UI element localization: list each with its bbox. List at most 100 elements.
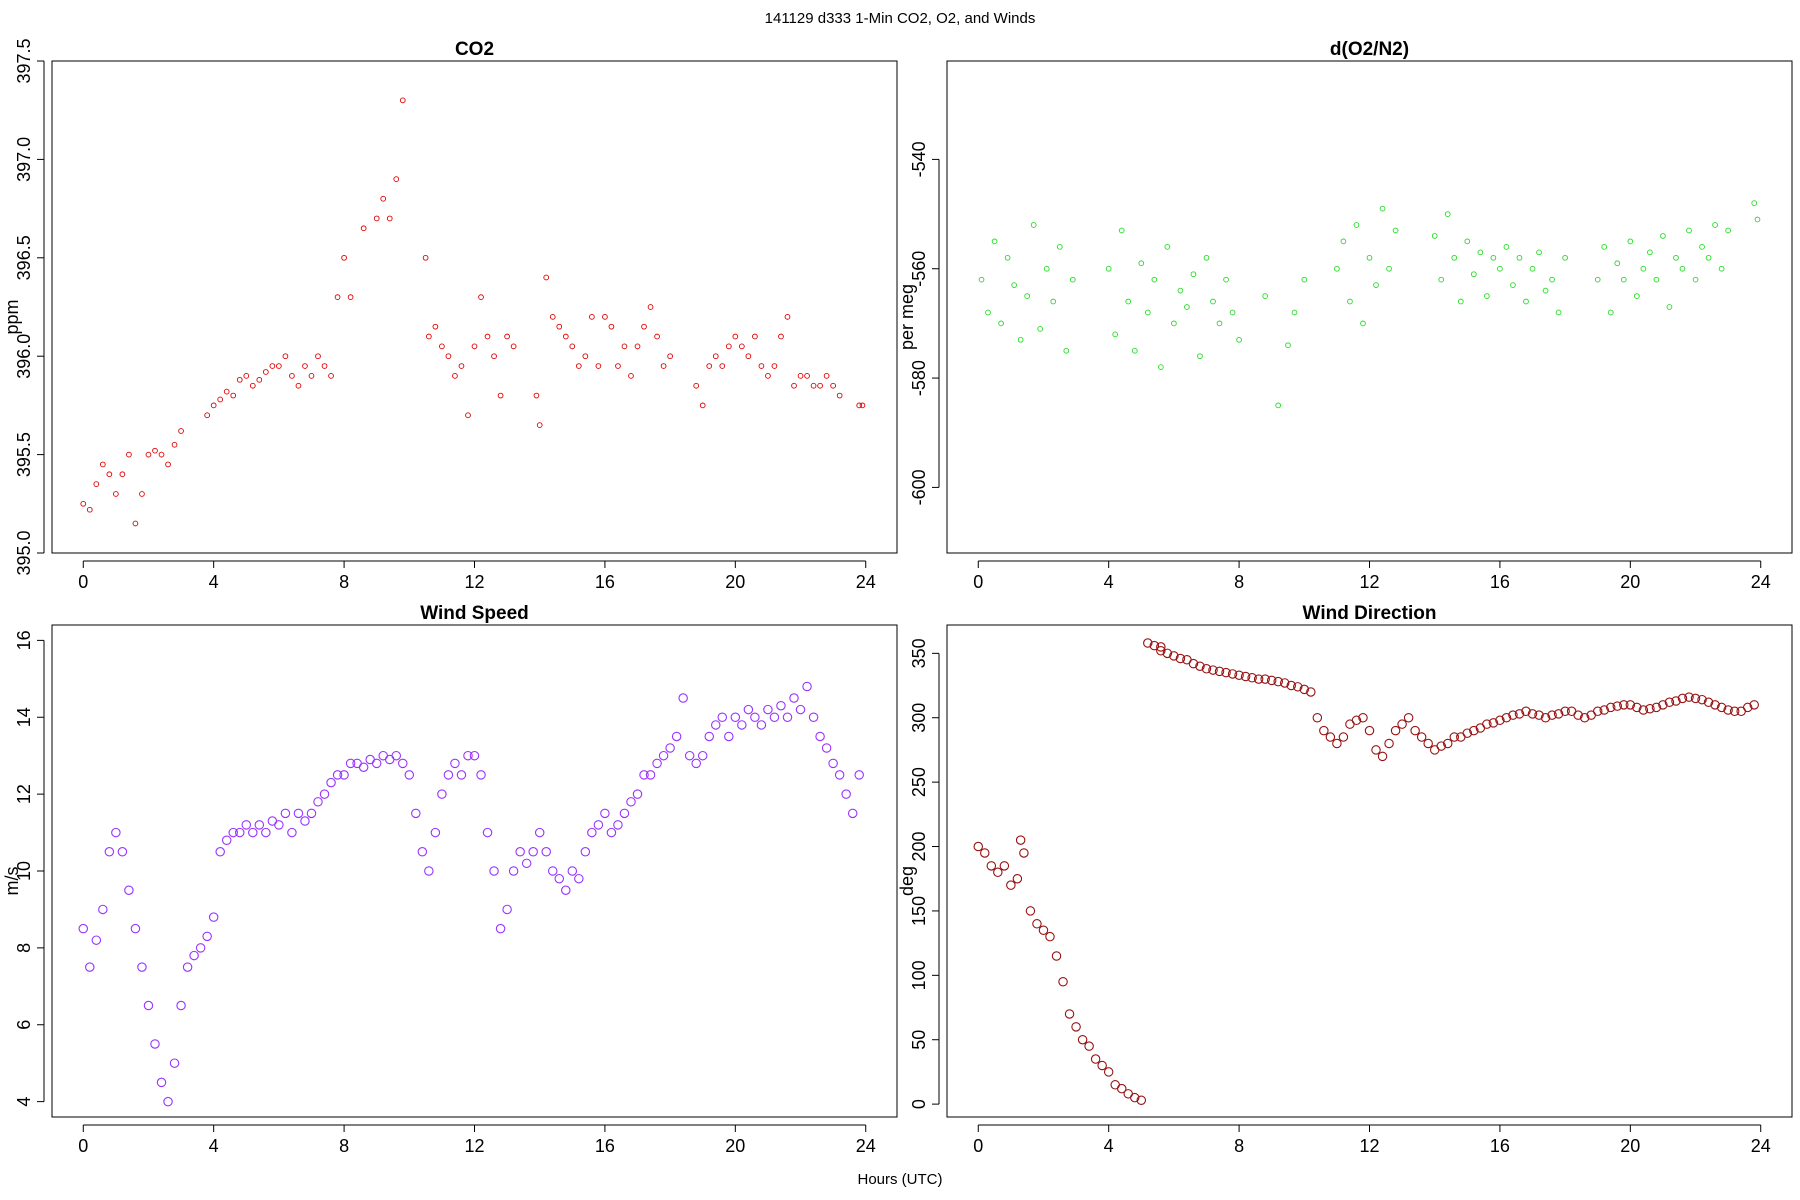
wind_direction-point bbox=[1358, 712, 1368, 723]
co2-point bbox=[386, 215, 393, 222]
wind_direction-point bbox=[1032, 919, 1042, 929]
co2-point bbox=[165, 461, 171, 468]
co2-point bbox=[230, 392, 237, 399]
wind_direction-point bbox=[1064, 1009, 1075, 1019]
wind_direction-point bbox=[1038, 925, 1049, 935]
wind_direction-point bbox=[1221, 667, 1231, 678]
wind_speed-point bbox=[85, 962, 95, 972]
o2-point bbox=[1627, 238, 1634, 245]
wind_direction-point bbox=[1116, 1083, 1127, 1094]
wind_speed-x-tick-label: 8 bbox=[339, 1136, 349, 1156]
o2-x-tick-label: 24 bbox=[1751, 572, 1771, 592]
co2-point bbox=[791, 382, 797, 389]
wind_direction-point bbox=[1130, 1092, 1140, 1103]
wind_speed-point bbox=[404, 770, 415, 780]
co2-point bbox=[106, 471, 113, 478]
wind_direction-point bbox=[1449, 732, 1460, 742]
co2-point bbox=[533, 392, 540, 399]
wind_speed-point bbox=[293, 808, 304, 819]
o2-point bbox=[1516, 254, 1523, 261]
co2-point bbox=[308, 373, 315, 379]
co2-point bbox=[660, 363, 667, 369]
wind_speed-point bbox=[750, 712, 760, 722]
co2-point bbox=[243, 373, 250, 379]
wind_speed-point bbox=[235, 827, 245, 838]
wind_speed-point bbox=[91, 935, 102, 945]
wind_direction-point bbox=[1488, 718, 1499, 728]
wind_direction-point bbox=[1599, 705, 1609, 715]
wind_speed-point bbox=[554, 873, 565, 884]
co2-point bbox=[569, 343, 576, 350]
wind_speed-point bbox=[358, 762, 369, 772]
co2-point bbox=[575, 363, 582, 369]
wind_direction-point bbox=[1592, 706, 1603, 717]
co2-point bbox=[328, 373, 334, 379]
wind_direction-point bbox=[1058, 977, 1068, 987]
wind_direction-point bbox=[1019, 848, 1029, 858]
o2-point bbox=[1177, 287, 1184, 294]
wind_direction-y-tick-label: 350 bbox=[909, 638, 929, 668]
o2-point bbox=[1725, 227, 1731, 234]
o2-point bbox=[1660, 233, 1666, 239]
o2-point bbox=[1291, 309, 1298, 316]
o2-point bbox=[1620, 276, 1627, 283]
wind_direction-point bbox=[1638, 705, 1649, 715]
o2-point bbox=[1594, 276, 1601, 283]
o2-point bbox=[1379, 205, 1386, 212]
wind_direction-point bbox=[1482, 719, 1492, 729]
co2-point bbox=[589, 313, 595, 320]
wind_direction-point bbox=[1006, 880, 1016, 890]
co2-point bbox=[654, 333, 660, 340]
wind_speed-point bbox=[711, 720, 721, 730]
co2-point bbox=[249, 382, 256, 389]
wind_speed-point bbox=[776, 700, 786, 711]
wind_speed-point bbox=[632, 789, 643, 799]
co2-point bbox=[634, 343, 641, 350]
o2-y-tick-label: -600 bbox=[909, 469, 929, 505]
wind_direction-point bbox=[1299, 684, 1310, 695]
co2-point bbox=[145, 451, 152, 458]
wind_speed-point bbox=[802, 681, 812, 692]
wind_speed-points bbox=[78, 681, 864, 1107]
o2-point bbox=[1536, 249, 1542, 256]
wind_direction-y-tick-label: 300 bbox=[909, 703, 929, 733]
co2-point bbox=[99, 461, 106, 468]
wind_direction-point bbox=[1690, 693, 1701, 704]
co2-point bbox=[804, 373, 810, 379]
wind_speed-x-tick-label: 16 bbox=[595, 1136, 615, 1156]
wind_speed-point bbox=[619, 808, 630, 819]
wind_direction-x-tick-label: 24 bbox=[1751, 1136, 1771, 1156]
o2-point bbox=[1555, 309, 1562, 316]
co2-point bbox=[556, 323, 563, 330]
wind_direction-point bbox=[1397, 719, 1407, 729]
figure-title: 141129 d333 1-Min CO2, O2, and Winds bbox=[765, 10, 1036, 27]
o2-point bbox=[1712, 222, 1718, 228]
o2-point bbox=[978, 276, 985, 283]
co2-point bbox=[302, 363, 308, 369]
wind_direction-point bbox=[980, 848, 990, 858]
co2-point bbox=[712, 353, 719, 360]
wind_direction-point bbox=[1677, 693, 1688, 704]
o2-point bbox=[1275, 402, 1282, 409]
wind_speed-point bbox=[737, 720, 747, 730]
wind_direction-y-tick-label: 50 bbox=[909, 1030, 929, 1050]
co2-point bbox=[615, 363, 621, 369]
wind_speed-point bbox=[182, 962, 193, 972]
co2-y-tick-label: 396.5 bbox=[14, 235, 34, 280]
wind_speed-point bbox=[743, 704, 754, 715]
wind_direction-point bbox=[1045, 931, 1055, 942]
wind_direction-point bbox=[1279, 678, 1290, 688]
co2-point bbox=[210, 402, 217, 409]
co2-y-tick-label: 397.0 bbox=[14, 137, 34, 182]
wind_direction-point bbox=[1188, 658, 1199, 669]
o2-point bbox=[1011, 282, 1017, 288]
co2-x-tick-label: 20 bbox=[725, 572, 745, 592]
wind_direction-point bbox=[1645, 703, 1655, 714]
co2-point bbox=[152, 447, 158, 454]
o2-point bbox=[1229, 309, 1236, 316]
wind_direction-point bbox=[1195, 661, 1205, 671]
wind_speed-point bbox=[704, 731, 714, 742]
co2-point bbox=[321, 363, 328, 369]
co2-point bbox=[725, 343, 732, 350]
wind_speed-point bbox=[215, 847, 225, 857]
